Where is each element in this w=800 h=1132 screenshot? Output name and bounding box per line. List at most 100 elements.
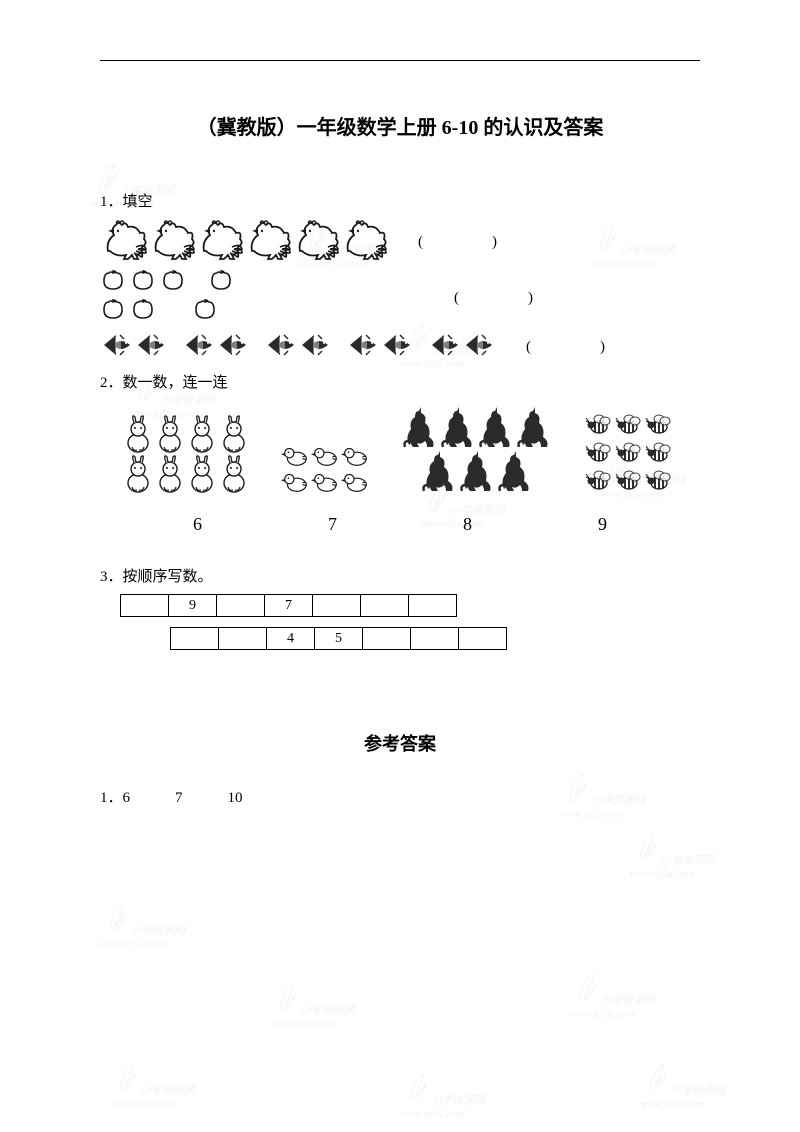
page-title: （冀教版）一年级数学上册 6-10 的认识及答案 (100, 111, 700, 140)
duck-icon (340, 443, 368, 467)
watermark-icon: 小学资源网www.xj5u.com (270, 980, 370, 1030)
bee-icon (585, 467, 613, 493)
q3-sequence-table-1: 9 7 (120, 594, 457, 617)
q2-number-row: 6 7 8 9 (100, 514, 700, 535)
fish-icon (182, 331, 216, 359)
q1-row-fish: ( ) (100, 331, 700, 359)
bee-icon (615, 411, 643, 437)
watermark-icon: 小学资源网www.xj5u.com (640, 1060, 740, 1110)
kangaroo-icon (477, 407, 513, 449)
rabbit-icon (187, 415, 217, 453)
fish-icon (380, 331, 414, 359)
watermark-icon: 小学资源网www.xj5u.com (630, 830, 730, 880)
rooster-icon (292, 219, 340, 261)
watermark-icon: 小学资源网www.xj5u.com (100, 900, 200, 950)
rabbit-icon (219, 415, 249, 453)
q2-image-row (100, 406, 700, 494)
watermark-icon: 小学资源网www.xj5u.com (570, 970, 670, 1020)
rabbit-icon (155, 455, 185, 493)
q1-row-roosters: ( ) (100, 219, 700, 261)
kangaroo-icon (515, 407, 551, 449)
apple-icon (102, 298, 124, 320)
kangaroo-icon (420, 451, 456, 493)
seq-cell: 7 (265, 595, 313, 617)
apple-icon (102, 269, 124, 291)
seq-cell (217, 595, 265, 617)
bee-icon (645, 411, 673, 437)
watermark-icon: 小学资源网www.xj5u.com (400, 1070, 500, 1120)
q2-group-kangaroos (396, 406, 556, 494)
seq-cell: 5 (315, 628, 363, 650)
bee-icon (615, 439, 643, 465)
rabbit-icon (219, 455, 249, 493)
watermark-icon: 小学资源网www.xj5u.com (110, 1060, 210, 1110)
rooster-icon (196, 219, 244, 261)
rooster-icon (340, 219, 388, 261)
q2-num-7: 7 (328, 514, 337, 535)
fish-icon (428, 331, 462, 359)
worksheet-page: （冀教版）一年级数学上册 6-10 的认识及答案 1．填空 ( ) (0, 0, 800, 1132)
question-3-label: 3．按顺序写数。 (100, 565, 700, 586)
seq-cell (121, 595, 169, 617)
fish-icon (346, 331, 380, 359)
seq-cell (411, 628, 459, 650)
seq-cell (219, 628, 267, 650)
rabbit-icon (123, 455, 153, 493)
duck-icon (310, 469, 338, 493)
fish-icon (100, 331, 134, 359)
q1-blank-3: ( ) (526, 335, 611, 356)
q1-row-apples: ( ) (100, 267, 700, 325)
rabbit-icon (155, 415, 185, 453)
fish-icon (462, 331, 496, 359)
bee-icon (585, 411, 613, 437)
q1-blank-1: ( ) (418, 230, 503, 251)
fish-icon (134, 331, 168, 359)
seq-cell: 9 (169, 595, 217, 617)
kangaroo-icon (401, 407, 437, 449)
seq-cell: 4 (267, 628, 315, 650)
apple-icon (194, 298, 216, 320)
apple-icon (210, 269, 232, 291)
fish-icon (264, 331, 298, 359)
duck-icon (310, 443, 338, 467)
answer-1: 1．6 7 10 (100, 786, 700, 807)
q2-group-bees (579, 410, 679, 494)
duck-icon (340, 469, 368, 493)
q1-blank-2: ( ) (454, 286, 539, 307)
seq-cell (409, 595, 457, 617)
duck-icon (280, 469, 308, 493)
seq-cell (363, 628, 411, 650)
rooster-icon (244, 219, 292, 261)
rabbit-icon (123, 415, 153, 453)
seq-cell (459, 628, 507, 650)
rabbit-icon (187, 455, 217, 493)
seq-cell (313, 595, 361, 617)
q2-num-8: 8 (463, 514, 472, 535)
kangaroo-icon (496, 451, 532, 493)
rooster-icon (100, 219, 148, 261)
duck-icon (280, 443, 308, 467)
apple-icon (132, 298, 154, 320)
seq-cell (361, 595, 409, 617)
bee-icon (645, 467, 673, 493)
bee-icon (585, 439, 613, 465)
fish-icon (216, 331, 250, 359)
q2-num-6: 6 (193, 514, 202, 535)
q3-sequence-table-2: 4 5 (170, 627, 507, 650)
bee-icon (645, 439, 673, 465)
seq-cell (171, 628, 219, 650)
question-1-label: 1．填空 (100, 190, 700, 211)
q2-group-ducks (274, 442, 374, 494)
q2-group-rabbits (121, 414, 251, 494)
bee-icon (615, 467, 643, 493)
header-rule (100, 60, 700, 61)
fish-icon (298, 331, 332, 359)
kangaroo-icon (458, 451, 494, 493)
apple-icon (162, 269, 184, 291)
kangaroo-icon (439, 407, 475, 449)
answers-title: 参考答案 (100, 730, 700, 756)
apple-icon (132, 269, 154, 291)
rooster-icon (148, 219, 196, 261)
q2-num-9: 9 (598, 514, 607, 535)
question-2-label: 2．数一数，连一连 (100, 371, 700, 392)
